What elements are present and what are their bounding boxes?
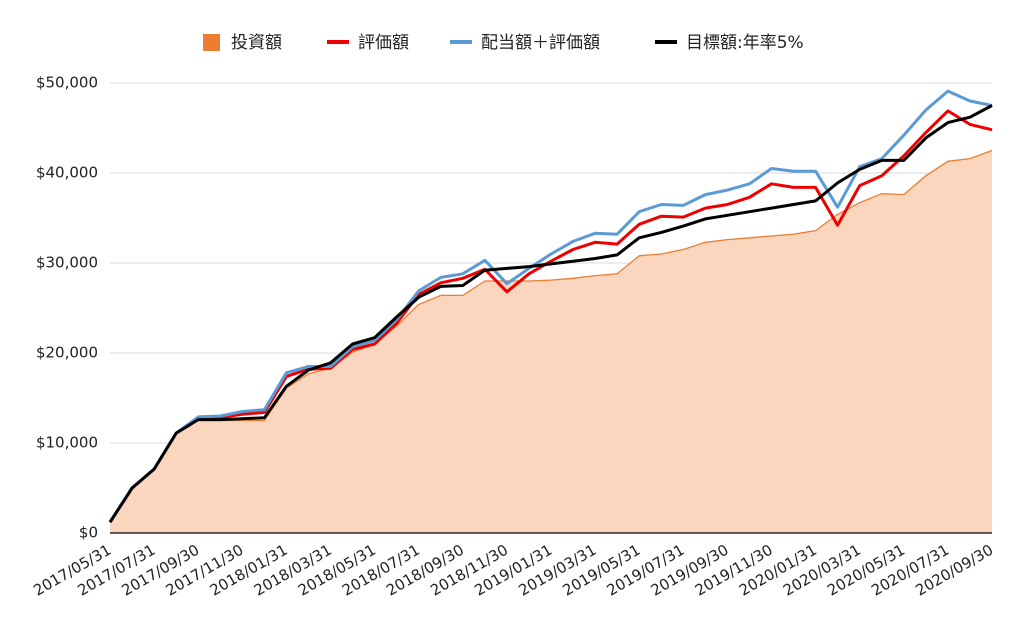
area [110, 150, 992, 533]
legend: 投資額 評価額 配当額＋評価額 目標額:年率5% [203, 33, 804, 53]
series-line [108, 89, 993, 524]
legend-label: 評価額 [358, 33, 409, 53]
legend-label: 目標額:年率5% [686, 33, 804, 53]
legend-label: 配当額＋評価額 [481, 33, 600, 53]
legend-label: 投資額 [231, 33, 282, 53]
y-tick-label: $10,000 [36, 434, 98, 452]
y-tick-label: $0 [79, 524, 98, 542]
series-line [108, 104, 993, 524]
legend-swatch [203, 34, 220, 51]
y-tick-label: $30,000 [36, 254, 98, 272]
y-tick-label: $50,000 [36, 74, 98, 92]
y-tick-label: $40,000 [36, 164, 98, 182]
series-line [108, 109, 993, 524]
y-tick-label: $20,000 [36, 344, 98, 362]
